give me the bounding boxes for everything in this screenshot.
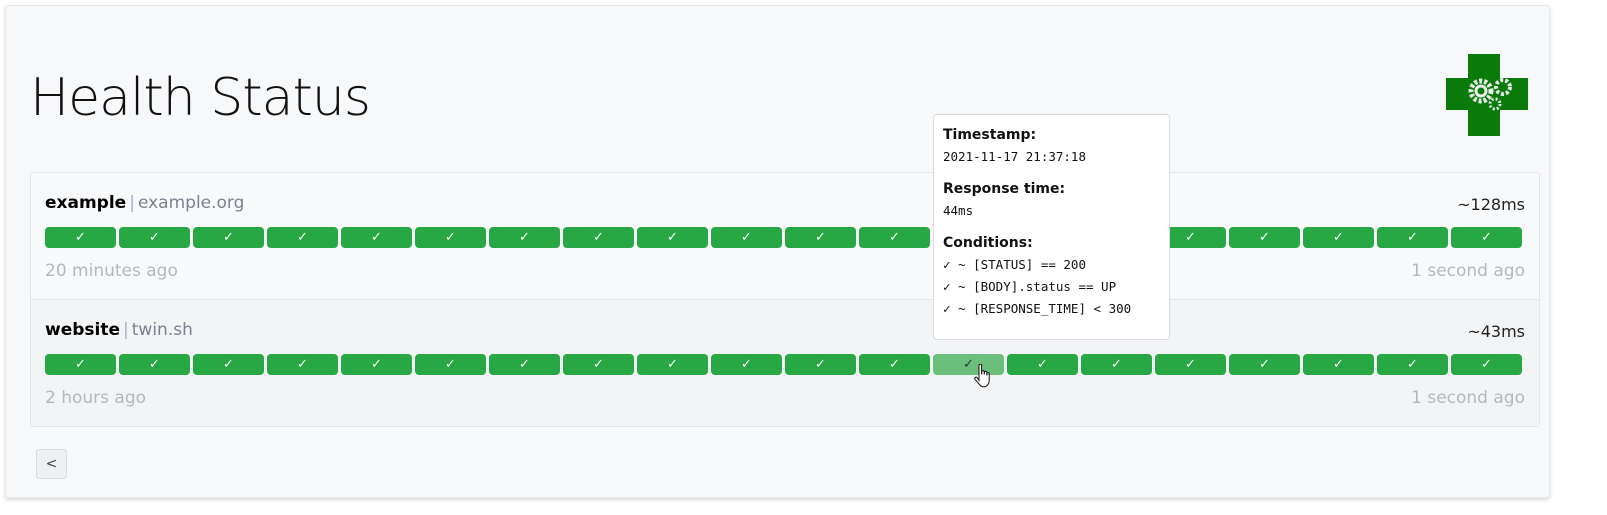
result-bar-success[interactable]: ✓ xyxy=(1303,354,1374,375)
result-bar-success[interactable]: ✓ xyxy=(1007,354,1078,375)
result-bar-success[interactable]: ✓ xyxy=(711,227,782,248)
result-bar-success[interactable]: ✓ xyxy=(193,354,264,375)
previous-page-button[interactable]: < xyxy=(36,449,67,479)
page-card: Health Status example | example.org ~128ms… xyxy=(5,5,1550,498)
result-bar-success[interactable]: ✓ xyxy=(1451,354,1522,375)
service-host: example.org xyxy=(137,193,245,213)
result-bar-success[interactable]: ✓ xyxy=(1155,354,1226,375)
response-time-value: 44ms xyxy=(943,203,974,218)
services-list: example | example.org ~128ms ✓ ✓ ✓ ✓ ✓ ✓ ✓ ✓ ✓ ✓ ✓ ✓ ✓… xyxy=(30,172,1540,427)
response-time-label: Response time: xyxy=(943,181,1066,197)
timestamp-value: 2021-11-17 21:37:18 xyxy=(943,149,1086,164)
result-bar-success[interactable]: ✓ xyxy=(711,354,782,375)
result-bar-success[interactable]: ✓ xyxy=(637,354,708,375)
result-bar-success[interactable]: ✓ xyxy=(785,227,856,248)
result-bar-success[interactable]: ✓ xyxy=(563,227,634,248)
timestamp-label: Timestamp: xyxy=(943,127,1037,143)
result-bar-success[interactable]: ✓ xyxy=(415,227,486,248)
average-response-time: ~43ms xyxy=(1467,322,1525,341)
result-bars: ✓ ✓ ✓ ✓ ✓ ✓ ✓ ✓ ✓ ✓ ✓ ✓ ✓ ✓ ✓ ✓ ✓ ✓ ✓ ✓ xyxy=(45,354,1522,375)
result-bar-success[interactable]: ✓ xyxy=(1451,227,1522,248)
newest-result-time: 1 second ago xyxy=(1411,261,1525,281)
result-bar-success[interactable]: ✓ xyxy=(193,227,264,248)
condition-item: ✓ ~ [RESPONSE_TIME] < 300 xyxy=(943,301,1132,316)
oldest-result-time: 2 hours ago xyxy=(45,388,147,408)
result-bar-success[interactable]: ✓ xyxy=(415,354,486,375)
service-name: website xyxy=(45,320,121,340)
result-bar-success[interactable]: ✓ xyxy=(45,227,116,248)
result-bar-success[interactable]: ✓ xyxy=(1377,227,1448,248)
result-bar-success[interactable]: ✓ xyxy=(267,354,338,375)
average-response-time: ~128ms xyxy=(1457,195,1525,214)
page-title: Health Status xyxy=(30,68,371,128)
result-bar-success[interactable]: ✓ xyxy=(859,227,930,248)
result-bar-success[interactable]: ✓ xyxy=(267,227,338,248)
service-host: twin.sh xyxy=(131,320,193,340)
result-bar-success[interactable]: ✓ xyxy=(785,354,856,375)
result-bar-success[interactable]: ✓ xyxy=(341,227,412,248)
result-tooltip: Timestamp: 2021-11-17 21:37:18 Response … xyxy=(933,114,1170,340)
newest-result-time: 1 second ago xyxy=(1411,388,1525,408)
result-bar-success[interactable]: ✓ xyxy=(933,354,1004,375)
result-bar-success[interactable]: ✓ xyxy=(1303,227,1374,248)
result-bar-success[interactable]: ✓ xyxy=(637,227,708,248)
result-bar-success[interactable]: ✓ xyxy=(1229,227,1300,248)
service-row-example: example | example.org ~128ms ✓ ✓ ✓ ✓ ✓ ✓ ✓ ✓ ✓ ✓ ✓ ✓ ✓… xyxy=(31,173,1539,300)
result-bar-success[interactable]: ✓ xyxy=(1081,354,1152,375)
result-bar-success[interactable]: ✓ xyxy=(119,227,190,248)
service-name: example xyxy=(45,193,127,213)
result-bar-success[interactable]: ✓ xyxy=(1377,354,1448,375)
condition-item: ✓ ~ [BODY].status == UP xyxy=(943,279,1117,294)
result-bar-success[interactable]: ✓ xyxy=(489,354,560,375)
result-bar-success[interactable]: ✓ xyxy=(341,354,412,375)
conditions-label: Conditions: xyxy=(943,235,1033,251)
result-bars: ✓ ✓ ✓ ✓ ✓ ✓ ✓ ✓ ✓ ✓ ✓ ✓ ✓ ✓ ✓ ✓ ✓ xyxy=(45,227,1522,248)
oldest-result-time: 20 minutes ago xyxy=(45,261,178,281)
green-cross-gears-logo xyxy=(1446,54,1528,136)
result-bar-success[interactable]: ✓ xyxy=(1155,227,1226,248)
condition-item: ✓ ~ [STATUS] == 200 xyxy=(943,257,1086,272)
result-bar-success[interactable]: ✓ xyxy=(563,354,634,375)
result-bar-success[interactable]: ✓ xyxy=(1229,354,1300,375)
result-bar-success[interactable]: ✓ xyxy=(859,354,930,375)
result-bar-success[interactable]: ✓ xyxy=(489,227,560,248)
hand-cursor-icon xyxy=(974,364,990,388)
service-row-website: website | twin.sh ~43ms ✓ ✓ ✓ ✓ ✓ ✓ ✓ ✓ ✓ ✓ ✓ ✓ ✓ ✓ ✓ ✓ ✓ ✓… xyxy=(31,300,1539,426)
result-bar-success[interactable]: ✓ xyxy=(45,354,116,375)
result-bar-success[interactable]: ✓ xyxy=(119,354,190,375)
